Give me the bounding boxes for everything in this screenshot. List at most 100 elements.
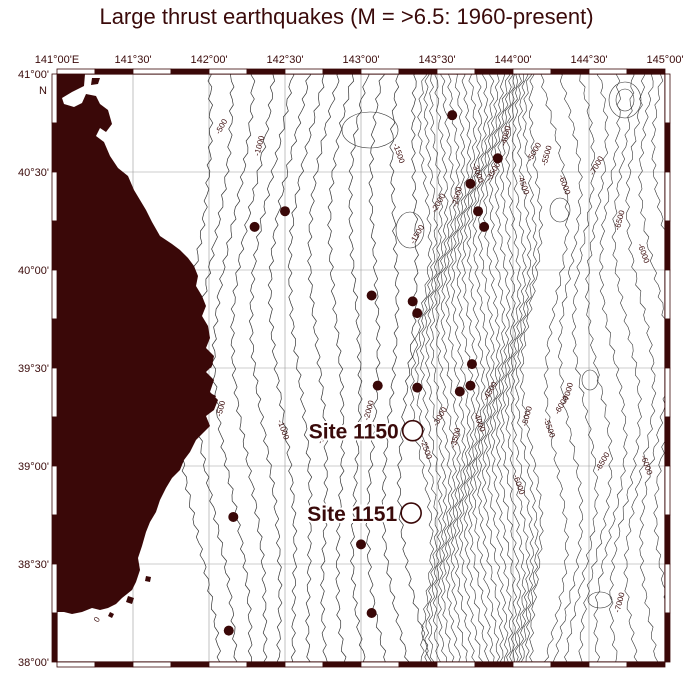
frame-scale-bottom — [626, 661, 666, 668]
contour-line — [230, 74, 275, 662]
bathymetry-contours — [176, 74, 665, 662]
earthquake-marker — [466, 359, 477, 370]
frame-scale-top — [56, 68, 96, 75]
earthquake-marker — [356, 539, 366, 550]
latitude-tick-label: 38°00' — [18, 657, 49, 669]
frame-scale-left — [51, 514, 58, 565]
frame-scale-top — [322, 68, 362, 75]
contour-line — [578, 74, 614, 662]
north-label: N — [39, 85, 47, 97]
honshu-coastline-land — [57, 74, 218, 618]
earthquake-marker — [372, 380, 383, 391]
frame-scale-right — [664, 612, 671, 663]
frame-scale-left — [51, 612, 58, 663]
longitude-tick-label: 141°00'E — [35, 54, 79, 66]
contour-closed — [608, 81, 642, 119]
earthquake-marker — [447, 110, 458, 121]
frame-scale-right — [664, 465, 671, 516]
frame-scale-top — [512, 68, 552, 75]
earthquake-marker — [223, 625, 234, 636]
frame-scale-bottom — [94, 661, 134, 668]
contour-line — [248, 74, 295, 662]
frame-scale-bottom — [284, 661, 324, 668]
contour-closed — [615, 88, 635, 112]
contour-line — [472, 74, 501, 662]
contour-line — [608, 74, 642, 662]
earthquake-marker — [479, 221, 490, 232]
map-title: Large thrust earthquakes (M = >6.5: 1960… — [99, 4, 594, 29]
site-label: Site 1151 — [307, 503, 397, 526]
frame-scale-left — [51, 416, 58, 467]
frame-scale-bottom — [322, 661, 362, 668]
frame-scale-bottom — [588, 661, 628, 668]
earthquake-marker — [228, 511, 239, 522]
frame-scale-left — [51, 269, 58, 320]
earthquake-markers — [223, 110, 503, 636]
frame-scale-bottom — [398, 661, 438, 668]
site-label: Site 1150 — [309, 421, 399, 444]
frame-scale-bottom — [474, 661, 514, 668]
contour-line — [440, 74, 466, 662]
contour-line — [514, 74, 540, 662]
frame-scale-right — [664, 367, 671, 418]
frame-scale-top — [284, 68, 324, 75]
frame-scale-right — [664, 73, 671, 124]
contour-line — [307, 74, 340, 662]
latitude-tick-label: 38°30' — [18, 559, 49, 571]
drill-sites: Site 1150 Site 1151 — [305, 419, 424, 528]
contour-line — [638, 74, 665, 662]
longitude-tick-label: 143°30' — [418, 54, 455, 66]
frame-scale-right — [664, 563, 671, 614]
earthquake-marker — [465, 380, 476, 391]
contour-line — [593, 74, 628, 662]
frame-scale-bottom — [170, 661, 210, 668]
contour-line — [623, 74, 657, 662]
longitude-tick-label: 143°00' — [342, 54, 379, 66]
earthquake-marker — [366, 290, 377, 301]
latitude-tick-label: 39°30' — [18, 363, 49, 375]
frame-scale-top — [132, 68, 172, 75]
latitude-tick-label: 40°00' — [18, 265, 49, 277]
contour-line — [510, 74, 534, 662]
frame-scale-right — [664, 269, 671, 320]
longitude-tick-label: 144°30' — [570, 54, 607, 66]
contour-closed — [587, 591, 613, 609]
earthquake-marker — [473, 206, 484, 217]
contour-line — [327, 74, 355, 662]
frame-scale-bottom — [550, 661, 590, 668]
earthquake-marker — [249, 221, 260, 232]
contour-line — [540, 74, 570, 662]
latitude-tick-label: 39°00' — [18, 461, 49, 473]
longitude-tick-label: 142°00' — [190, 54, 227, 66]
contour-line — [409, 74, 435, 662]
contour-line — [287, 74, 325, 662]
frame-scale-bottom — [56, 661, 96, 668]
contour-line — [485, 74, 514, 662]
contour-line — [564, 74, 599, 662]
site-marker — [400, 502, 422, 524]
frame-scale-right — [664, 318, 671, 369]
latitude-tick-label: 40°30' — [18, 167, 49, 179]
contour-line — [267, 74, 311, 662]
earthquake-marker — [465, 178, 476, 189]
frame-scale-left — [51, 465, 58, 516]
latitude-tick-label: 41°00' — [18, 69, 49, 81]
frame-scale-top — [360, 68, 400, 75]
frame-scale-left — [51, 73, 58, 124]
frame-scale-top — [94, 68, 134, 75]
frame-scale-left — [51, 171, 58, 222]
contour-line — [429, 74, 455, 662]
frame-scale-top — [208, 68, 248, 75]
contour-closed — [581, 369, 599, 391]
earthquake-marker — [454, 386, 465, 397]
frame-scale-bottom — [512, 661, 552, 668]
frame-scale-left — [51, 122, 58, 173]
contour-line — [348, 74, 370, 662]
contour-line — [435, 74, 461, 662]
contour-closed — [395, 211, 425, 249]
frame-scale-bottom — [436, 661, 476, 668]
frame-scale-top — [588, 68, 628, 75]
contour-line — [500, 74, 526, 662]
frame-scale-right — [664, 171, 671, 222]
